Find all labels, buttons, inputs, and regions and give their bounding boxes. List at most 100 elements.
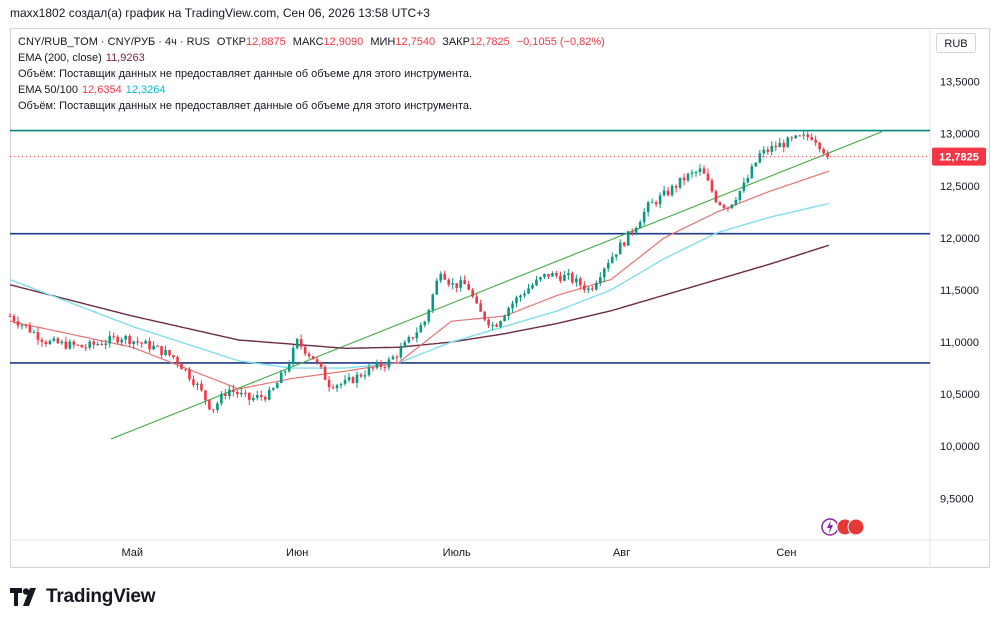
candle-body <box>140 342 143 344</box>
candle-body <box>471 289 474 297</box>
candle-body <box>746 177 750 183</box>
candle-body <box>602 268 606 278</box>
y-tick-label: 11,0000 <box>940 337 979 349</box>
y-tick-label: 11,5000 <box>940 285 979 297</box>
candle-body <box>686 173 690 181</box>
candle-body <box>646 202 650 212</box>
candle-body <box>726 207 730 209</box>
currency-button[interactable]: RUB <box>936 33 976 53</box>
candle-body <box>327 379 331 388</box>
candle-body <box>60 341 64 344</box>
candle-body <box>618 242 622 255</box>
legend-open-label: ОТКР <box>216 36 246 48</box>
candle-body <box>212 409 215 411</box>
legend-ema200-row[interactable]: EMA (200, close) 11,9263 <box>18 50 605 66</box>
legend-low-label: МИН <box>370 36 396 48</box>
candle-body <box>710 180 714 192</box>
candle-body <box>303 346 307 354</box>
candle-body <box>666 190 670 196</box>
candle-body <box>806 134 809 138</box>
candle-body <box>718 202 722 206</box>
candle-body <box>76 344 80 346</box>
candle-body <box>730 204 734 209</box>
candle-body <box>583 285 586 290</box>
candle-body <box>790 137 794 139</box>
x-tick-label: Сен <box>776 547 796 559</box>
candle-body <box>164 350 167 356</box>
candle-body <box>702 168 706 174</box>
candle-body <box>395 356 399 358</box>
candle-body <box>64 341 68 349</box>
x-tick-label: Авг <box>613 547 630 559</box>
legend-ohlc-row: CNY/RUB_TOM · CNY/РУБ · 4ч · RUS ОТКР 12,… <box>18 34 605 50</box>
candle-body <box>12 316 16 322</box>
candle-body <box>259 395 263 397</box>
candle-body <box>798 135 802 137</box>
candle-body <box>100 344 104 346</box>
candle-body <box>575 278 578 283</box>
legend-high-value: 12,9090 <box>323 36 364 48</box>
candle-body <box>511 303 514 309</box>
candle-body <box>682 177 686 181</box>
candle-body <box>311 356 315 360</box>
candle-body <box>124 335 127 340</box>
candle-body <box>351 377 355 383</box>
candle-body <box>519 295 522 298</box>
tradingview-logo-text: TradingView <box>46 586 156 607</box>
chart-frame <box>10 28 990 568</box>
candle-body <box>778 142 782 148</box>
ema50-line <box>9 170 830 390</box>
tradingview-logo[interactable]: TradingView <box>10 585 156 609</box>
candle-body <box>595 282 598 290</box>
legend-symbol[interactable]: CNY/RUB_TOM · CNY/РУБ · 4ч · RUS <box>18 36 210 48</box>
legend-ema200-label: EMA (200, close) <box>18 52 102 64</box>
legend-change: −0,1055 (−0,82%) <box>516 36 605 48</box>
candle-body <box>48 340 52 345</box>
candle-body <box>180 363 183 370</box>
candle-body <box>527 288 530 294</box>
candle-body <box>112 335 115 337</box>
candle-body <box>96 344 100 346</box>
candle-body <box>491 324 494 326</box>
candle-body <box>204 390 207 401</box>
candle-body <box>606 263 610 269</box>
x-tick-label: Май <box>122 547 144 559</box>
candle-body <box>431 294 435 311</box>
y-tick-label: 13,0000 <box>940 129 980 141</box>
candle-body <box>766 149 770 152</box>
candle-body <box>786 137 790 148</box>
candle-body <box>232 389 235 392</box>
candle-body <box>355 374 359 383</box>
candle-body <box>563 275 566 281</box>
candle-body <box>539 277 542 280</box>
candle-body <box>614 254 618 257</box>
candle-body <box>670 185 674 196</box>
candle-body <box>507 308 510 317</box>
candle-body <box>279 372 283 384</box>
y-tick-label: 10,0000 <box>940 441 980 453</box>
candle-body <box>694 172 698 174</box>
candle-body <box>80 344 84 348</box>
candle-body <box>634 227 638 233</box>
candle-body <box>674 185 678 188</box>
candle-body <box>567 273 570 276</box>
candle-body <box>479 303 482 312</box>
candle-body <box>423 321 427 326</box>
candle-body <box>638 222 642 228</box>
candle-body <box>188 369 191 380</box>
y-tick-label: 9,5000 <box>940 493 974 505</box>
candle-body <box>591 288 594 290</box>
candle-body <box>543 273 546 278</box>
candle-body <box>822 149 825 154</box>
candle-body <box>240 392 243 395</box>
chart-legend: CNY/RUB_TOM · CNY/РУБ · 4ч · RUS ОТКР 12,… <box>18 34 605 114</box>
candle-body <box>323 366 327 380</box>
legend-ema50100-row[interactable]: EMA 50/100 12,6354 12,3264 <box>18 82 605 98</box>
candle-body <box>36 332 40 340</box>
candle-body <box>439 273 443 281</box>
candle-body <box>774 145 778 148</box>
candle-body <box>363 375 367 377</box>
candle-body <box>216 403 219 410</box>
candle-body <box>236 391 239 395</box>
